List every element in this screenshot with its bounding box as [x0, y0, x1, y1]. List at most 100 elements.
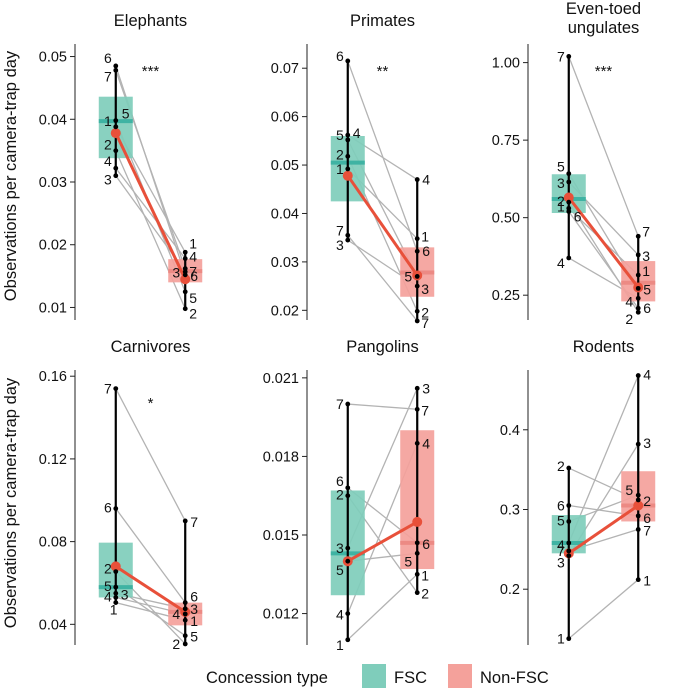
nonfsc-point-label: 7 [421, 315, 429, 331]
nonfsc-point-label: 3 [190, 601, 198, 617]
fsc-point-label: 1 [336, 161, 344, 177]
panel-2: Even-toedungulates***0.250.500.751.00123… [492, 0, 656, 327]
fsc-point-label: 4 [104, 153, 112, 169]
y-tick-label: 0.021 [263, 371, 299, 387]
fsc-point [566, 209, 572, 214]
fsc-point-label: 7 [557, 543, 565, 559]
nonfsc-point [182, 600, 188, 606]
nonfsc-point [635, 497, 641, 503]
y-tick-label: 0.06 [271, 110, 299, 126]
nonfsc-point [635, 441, 641, 447]
y-tick-label: 0.12 [39, 452, 67, 468]
fsc-point-label: 7 [557, 48, 565, 64]
fsc-mean-point [110, 128, 121, 139]
fsc-point [113, 595, 119, 600]
fsc-point [566, 179, 572, 185]
nonfsc-point-label: 5 [625, 482, 633, 498]
nonfsc-point [635, 373, 641, 378]
nonfsc-point [635, 309, 641, 315]
nonfsc-point-label: 5 [189, 290, 197, 306]
nonfsc-point [414, 177, 420, 182]
nonfsc-point-label: 7 [190, 514, 198, 530]
fsc-point-label: 1 [336, 637, 344, 653]
nonfsc-point [635, 295, 641, 301]
pair-line [568, 56, 639, 237]
fsc-point [345, 232, 351, 238]
pair-line [347, 403, 418, 410]
fsc-point-label: 3 [104, 172, 112, 188]
y-tick-label: 0.04 [39, 617, 67, 633]
nonfsc-point [182, 256, 188, 261]
fsc-point-label: 6 [104, 50, 112, 66]
nonfsc-point [182, 518, 188, 524]
nonfsc-point-label: 5 [643, 281, 651, 297]
nonfsc-mean-point [180, 274, 191, 285]
fsc-point [345, 166, 351, 172]
y-tick-label: 0.50 [492, 211, 520, 227]
nonfsc-point [414, 283, 420, 289]
y-tick-label: 0.012 [263, 607, 299, 623]
fsc-point-label: 4 [557, 537, 565, 553]
fsc-point [345, 611, 351, 616]
nonfsc-point [414, 440, 420, 446]
legend-swatch-fsc [362, 664, 386, 688]
nonfsc-point [635, 272, 641, 278]
nonfsc-point-label: 4 [625, 293, 633, 309]
legend: Concession type FSC Non-FSC [206, 664, 549, 688]
nonfsc-point [635, 492, 641, 498]
fsc-point-label: 7 [104, 381, 112, 397]
fsc-point-label: 3 [557, 175, 565, 191]
y-tick-label: 0.04 [271, 206, 299, 222]
y-axis-label-top: Observations per camera-trap day [2, 50, 20, 301]
nonfsc-point [635, 527, 641, 532]
panel-title: ungulates [568, 19, 640, 37]
fsc-point [566, 553, 572, 559]
pair-line [115, 167, 186, 259]
nonfsc-point-label: 1 [421, 567, 429, 583]
fsc-point [345, 137, 351, 143]
fsc-point-label: 5 [122, 106, 130, 122]
fsc-point-label: 5 [336, 127, 344, 143]
pair-line [568, 579, 639, 640]
fsc-point [345, 545, 351, 551]
fsc-point [345, 132, 351, 138]
fsc-point-label: 7 [336, 396, 344, 412]
mean-line [567, 504, 640, 555]
fsc-point [566, 54, 572, 59]
nonfsc-point-label: 6 [643, 300, 651, 316]
nonfsc-point-label: 1 [643, 573, 651, 589]
fsc-point [113, 67, 119, 73]
mean-line [114, 565, 187, 614]
fsc-point [566, 199, 572, 205]
nonfsc-point [414, 308, 420, 314]
fsc-point-label: 5 [104, 578, 112, 594]
nonfsc-point-label: 1 [642, 263, 650, 279]
pair-line [115, 150, 186, 309]
nonfsc-point-label: 7 [642, 223, 650, 239]
panel-4: Pangolins0.0120.0150.0180.02112345671234… [263, 338, 435, 653]
y-tick-label: 0.02 [39, 238, 67, 254]
fsc-point [113, 165, 119, 171]
legend-title: Concession type [206, 669, 328, 687]
legend-label-fsc: FSC [394, 669, 427, 687]
fsc-point [345, 637, 351, 643]
fsc-point-label: 5 [557, 512, 565, 528]
fsc-point-label: 2 [557, 193, 565, 209]
fsc-point [566, 636, 572, 642]
mean-line [114, 132, 187, 280]
nonfsc-point [414, 550, 420, 556]
nonfsc-point-label: 6 [422, 536, 430, 552]
nonfsc-point [414, 590, 420, 596]
fsc-mean-point [563, 192, 574, 203]
mean-line [567, 196, 640, 289]
fsc-point-label: 2 [336, 146, 344, 162]
fsc-point [113, 569, 119, 574]
fsc-point [113, 173, 119, 179]
fsc-point-label: 5 [336, 562, 344, 578]
panel-3: Carnivores*0.040.080.120.161234567123456… [39, 338, 203, 652]
fsc-point-label: 7 [336, 222, 344, 238]
fsc-point-label: 3 [121, 586, 129, 602]
y-tick-label: 0.16 [39, 369, 67, 385]
